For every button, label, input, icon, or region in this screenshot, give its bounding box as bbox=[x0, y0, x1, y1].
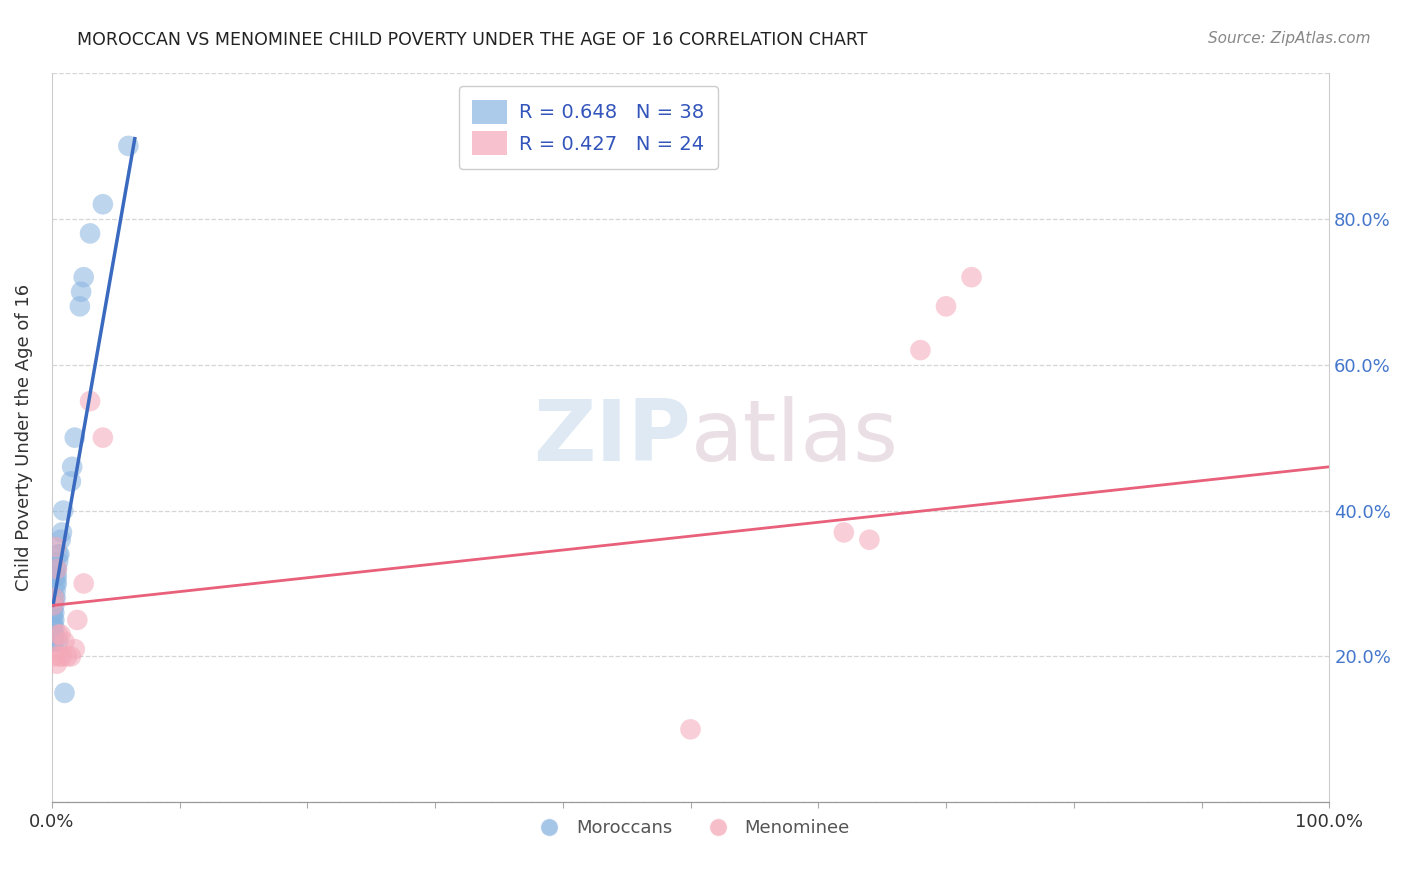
Point bbox=[46, 627, 69, 641]
Point bbox=[51, 649, 73, 664]
Point bbox=[73, 576, 96, 591]
Point bbox=[42, 613, 65, 627]
Point bbox=[45, 576, 67, 591]
Text: MOROCCAN VS MENOMINEE CHILD POVERTY UNDER THE AGE OF 16 CORRELATION CHART: MOROCCAN VS MENOMINEE CHILD POVERTY UNDE… bbox=[77, 31, 868, 49]
Point bbox=[44, 649, 66, 664]
Point bbox=[935, 299, 957, 313]
Point bbox=[49, 627, 72, 641]
Point bbox=[60, 459, 83, 474]
Point bbox=[42, 635, 65, 649]
Point bbox=[44, 613, 66, 627]
Legend: Moroccans, Menominee: Moroccans, Menominee bbox=[524, 812, 858, 845]
Y-axis label: Child Poverty Under the Age of 16: Child Poverty Under the Age of 16 bbox=[15, 284, 32, 591]
Point bbox=[45, 569, 67, 583]
Point bbox=[79, 394, 101, 409]
Point bbox=[45, 562, 67, 576]
Point bbox=[910, 343, 932, 357]
Point bbox=[70, 285, 93, 299]
Point bbox=[46, 635, 69, 649]
Point bbox=[48, 649, 70, 664]
Point bbox=[46, 555, 69, 569]
Point bbox=[45, 576, 67, 591]
Point bbox=[44, 591, 66, 605]
Point bbox=[45, 657, 67, 671]
Point bbox=[59, 649, 82, 664]
Point bbox=[53, 686, 76, 700]
Point bbox=[42, 599, 65, 613]
Point bbox=[45, 591, 67, 605]
Point bbox=[91, 197, 114, 211]
Text: Source: ZipAtlas.com: Source: ZipAtlas.com bbox=[1208, 31, 1371, 46]
Point bbox=[44, 635, 66, 649]
Point bbox=[832, 525, 855, 540]
Point bbox=[63, 431, 86, 445]
Point bbox=[79, 227, 101, 241]
Point bbox=[42, 620, 65, 634]
Text: atlas: atlas bbox=[690, 396, 898, 479]
Point bbox=[53, 635, 76, 649]
Point bbox=[45, 562, 67, 576]
Point bbox=[66, 613, 89, 627]
Point bbox=[858, 533, 880, 547]
Point bbox=[44, 627, 66, 641]
Point bbox=[91, 431, 114, 445]
Point bbox=[42, 606, 65, 620]
Text: ZIP: ZIP bbox=[533, 396, 690, 479]
Point bbox=[51, 525, 73, 540]
Point bbox=[44, 591, 66, 605]
Point bbox=[59, 475, 82, 489]
Point bbox=[56, 649, 79, 664]
Point bbox=[49, 533, 72, 547]
Point bbox=[73, 270, 96, 285]
Point bbox=[44, 599, 66, 613]
Point bbox=[42, 599, 65, 613]
Point bbox=[679, 723, 702, 737]
Point bbox=[117, 139, 139, 153]
Point bbox=[46, 547, 69, 561]
Point bbox=[45, 562, 67, 576]
Point bbox=[45, 569, 67, 583]
Point bbox=[44, 606, 66, 620]
Point bbox=[45, 583, 67, 598]
Point bbox=[52, 503, 75, 517]
Point bbox=[42, 627, 65, 641]
Point bbox=[45, 540, 67, 554]
Point bbox=[960, 270, 983, 285]
Point bbox=[69, 299, 91, 313]
Point bbox=[44, 620, 66, 634]
Point bbox=[48, 547, 70, 561]
Point bbox=[63, 642, 86, 657]
